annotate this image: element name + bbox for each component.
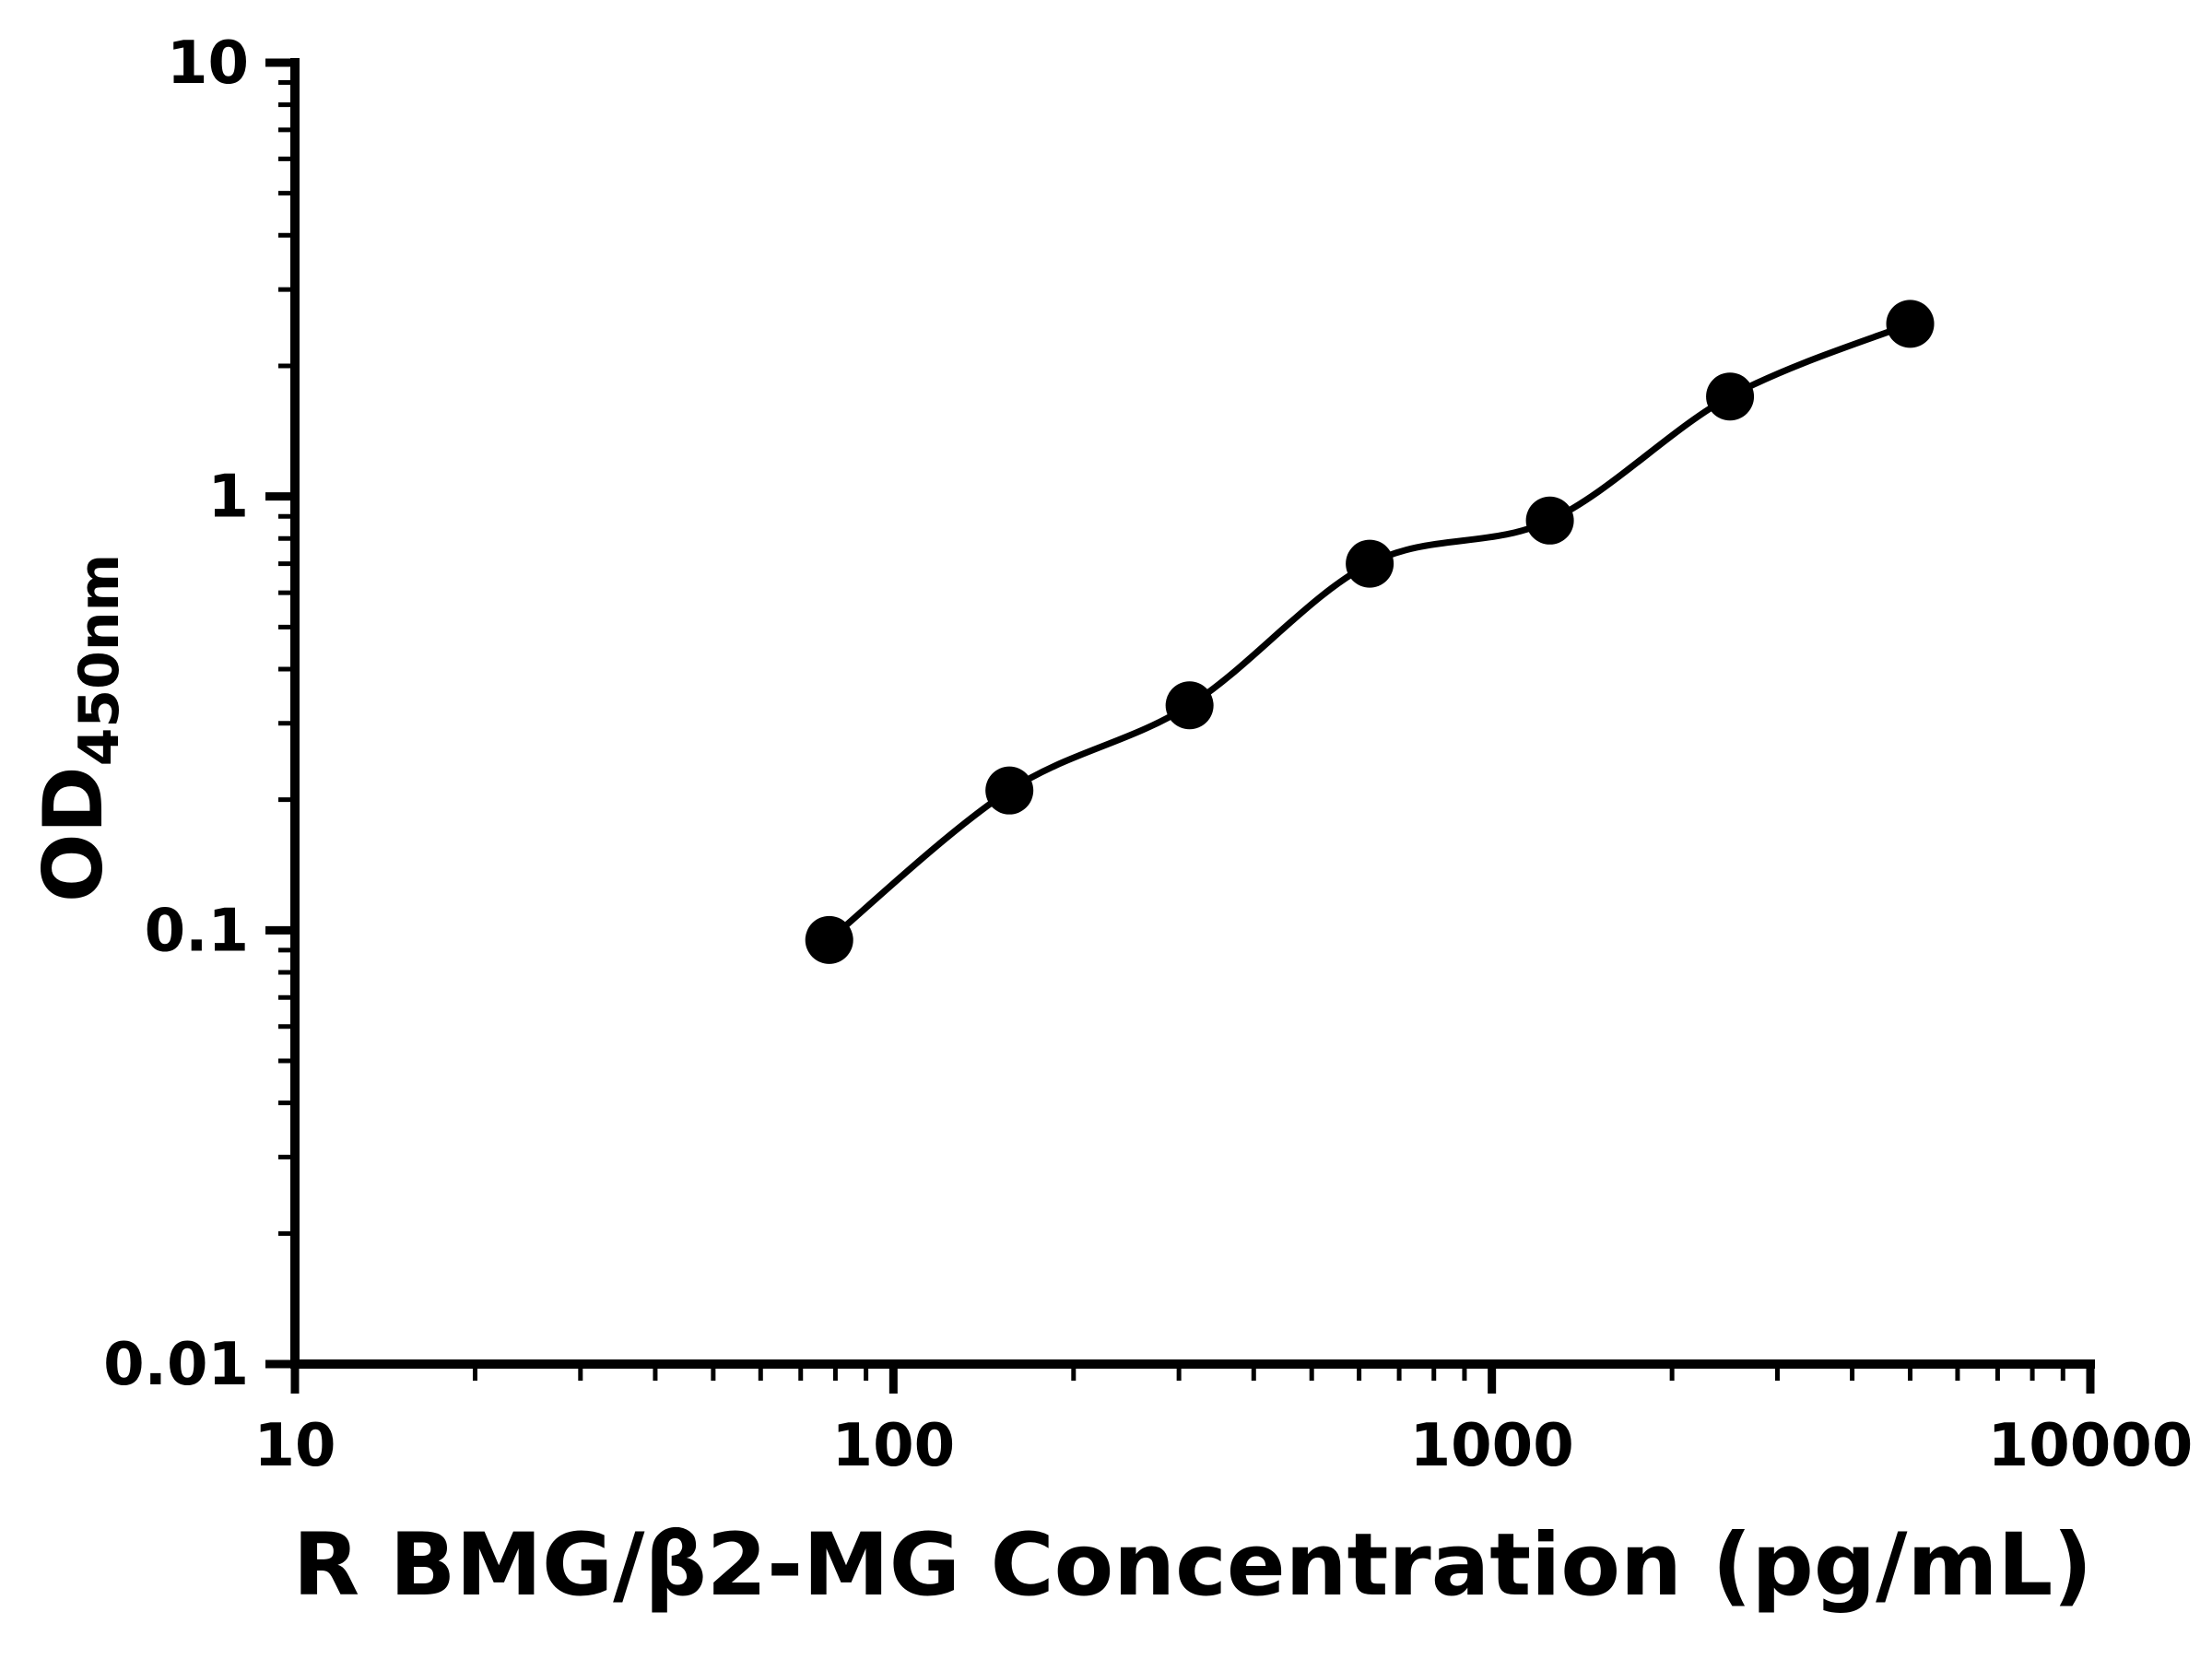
x-tick-label: 100 — [832, 1412, 956, 1480]
x-axis-title: R BMG/β2-MG Concentration (pg/mL) — [293, 1515, 2093, 1616]
data-point — [985, 766, 1034, 815]
y-axis-title-subscript: 450nm — [67, 554, 132, 766]
x-tick-label: 1000 — [1410, 1412, 1574, 1480]
y-tick-label: 1 — [207, 464, 249, 532]
data-point — [1886, 300, 1935, 348]
x-tick-label: 10000 — [1988, 1412, 2194, 1480]
data-point — [1525, 496, 1574, 545]
y-tick-label: 0.1 — [145, 897, 249, 965]
y-tick-label: 10 — [167, 29, 249, 98]
y-axis-title-main: OD — [26, 766, 121, 902]
x-tick-label: 10 — [253, 1412, 335, 1480]
data-point — [1706, 372, 1755, 421]
y-tick-label: 0.01 — [103, 1331, 249, 1399]
y-axis-title: OD450nm — [26, 554, 132, 902]
data-point — [1165, 681, 1214, 730]
data-point — [1346, 539, 1394, 588]
data-point — [805, 915, 853, 964]
